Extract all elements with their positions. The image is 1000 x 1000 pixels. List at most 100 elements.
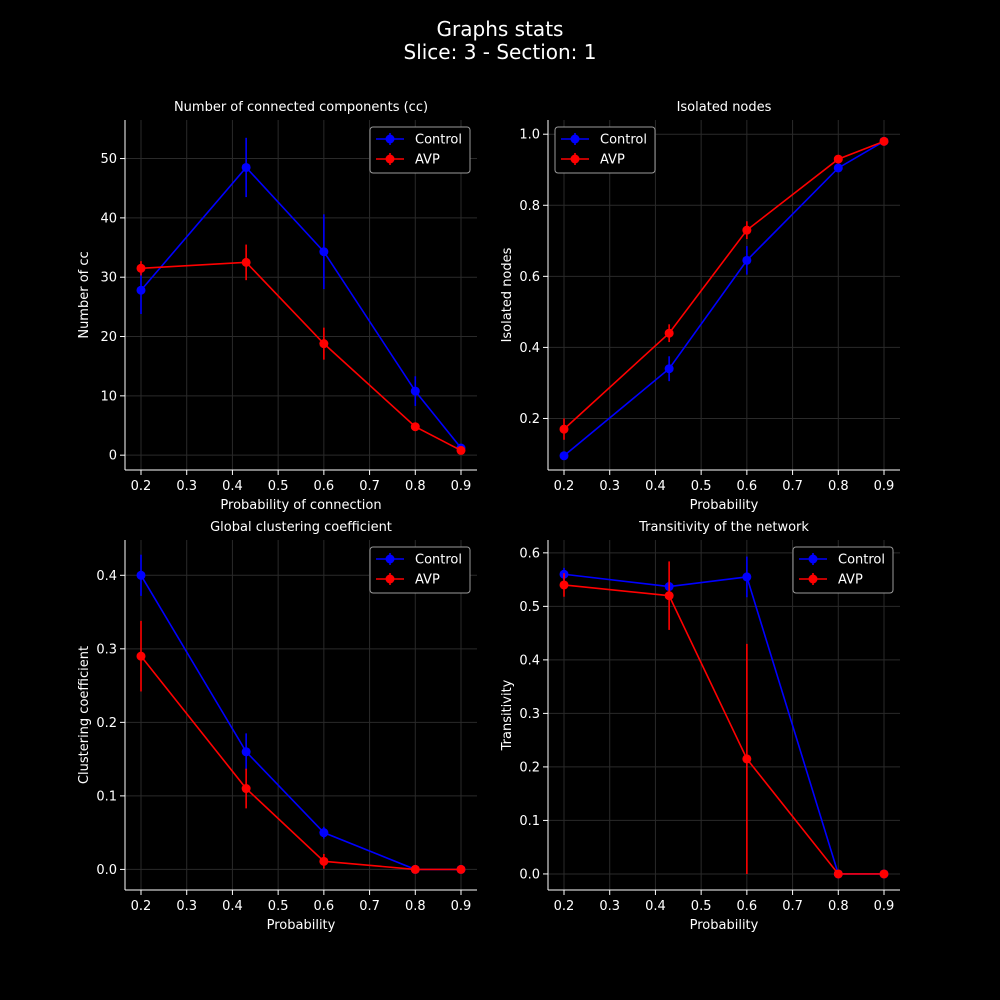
legend-marker [808,554,818,564]
y-tick-label: 0.1 [96,789,117,804]
x-tick-label: 0.9 [451,479,472,494]
x-tick-label: 0.4 [645,899,666,914]
x-tick-label: 0.7 [359,899,380,914]
y-tick-label: 1.0 [519,128,540,143]
series-control [559,556,889,879]
legend-marker [385,554,395,564]
data-point [742,754,752,764]
x-axis-label: Probability [267,918,336,933]
figure-title-line2: Slice: 3 - Section: 1 [404,40,597,64]
data-point [879,869,889,879]
x-tick-label: 0.5 [691,899,712,914]
grid-lines [548,540,900,890]
series-control [136,137,466,453]
data-point [742,255,752,265]
x-tick-label: 0.4 [645,479,666,494]
legend-marker [385,154,395,164]
data-point [410,422,420,432]
data-point [410,864,420,874]
legend-label: Control [600,133,647,148]
x-tick-label: 0.3 [176,479,197,494]
chart-panel-1: 0.2 0.3 0.4 0.5 0.6 0.7 0.8 0.9 0 10 20 30 40 50 Numbe… [77,100,477,513]
y-tick-label: 0.4 [96,569,117,584]
series-avp [136,244,466,455]
x-tick-label: 0.8 [828,899,849,914]
data-point [241,257,251,267]
data-point [136,651,146,661]
series-control [136,554,466,874]
series-line [140,261,462,452]
data-point [319,247,329,257]
x-axis-label: Probability [690,498,759,513]
data-point [559,451,569,461]
y-tick-label: 0.2 [519,760,540,775]
x-tick-label: 0.6 [737,899,758,914]
data-point [410,386,420,396]
x-tick-label: 0.5 [268,479,289,494]
x-tick-label: 0.6 [314,479,335,494]
x-tick-label: 0.8 [405,479,426,494]
x-tick-label: 0.2 [554,899,575,914]
y-axis-label: Clustering coefficient [77,646,92,784]
chart-panel-3: 0.2 0.3 0.4 0.5 0.6 0.7 0.8 0.9 0.0 0.1 0.2 0.3 0.4 G… [77,520,477,933]
data-point [833,154,843,164]
legend-marker [385,134,395,144]
x-tick-label: 0.6 [737,479,758,494]
panel-title: Global clustering coefficient [210,520,392,535]
legend: Control AVP [554,126,656,174]
series-avp [559,136,889,440]
legend-marker [385,574,395,584]
legend-label: Control [415,553,462,568]
series-line [140,655,461,871]
data-point [833,163,843,173]
x-tick-label: 0.2 [554,479,575,494]
series-line [563,573,884,875]
y-tick-label: 0.4 [519,341,540,356]
legend: Control AVP [792,546,894,594]
data-point [456,445,466,455]
x-tick-label: 0.6 [314,899,335,914]
x-axis-label: Probability [690,918,759,933]
x-tick-label: 0.4 [222,479,243,494]
series-avp [136,620,466,874]
data-point [664,328,674,338]
chart-panel-2: 0.2 0.3 0.4 0.5 0.6 0.7 0.8 0.9 0.2 0.4 0.6 0.8 1.0 I… [500,100,900,513]
x-tick-label: 0.5 [268,899,289,914]
data-point [833,869,843,879]
data-point [241,784,251,794]
panel-title: Transitivity of the network [638,520,809,535]
y-tick-label: 0.4 [519,653,540,668]
x-tick-label: 0.8 [405,899,426,914]
y-tick-label: 0.0 [96,863,117,878]
data-point [319,828,329,838]
legend-label: Control [838,553,885,568]
panels-group: 0.2 0.3 0.4 0.5 0.6 0.7 0.8 0.9 0 10 20 30 40 50 Numbe… [77,100,900,933]
data-point [742,572,752,582]
series-avp [559,561,889,879]
y-tick-label: 0.8 [519,199,540,214]
y-axis-label: Isolated nodes [500,247,515,342]
x-tick-label: 0.2 [131,899,152,914]
data-point [879,136,889,146]
series-line [140,166,462,449]
y-tick-label: 0.0 [519,867,540,882]
series-line [563,584,884,875]
x-tick-label: 0.3 [599,479,620,494]
legend-marker [808,574,818,584]
legend: Control AVP [369,546,471,594]
y-tick-label: 0.6 [519,546,540,561]
data-point [241,162,251,172]
y-axis-label: Transitivity [500,679,515,751]
x-tick-label: 0.9 [874,479,895,494]
y-tick-label: 30 [100,271,117,286]
x-tick-label: 0.2 [131,479,152,494]
data-point [136,263,146,273]
series-line [563,140,885,430]
y-tick-label: 50 [100,152,117,167]
data-point [456,864,466,874]
legend-label: AVP [415,153,440,168]
y-tick-label: 10 [100,389,117,404]
x-tick-label: 0.4 [222,899,243,914]
y-tick-label: 40 [100,211,117,226]
